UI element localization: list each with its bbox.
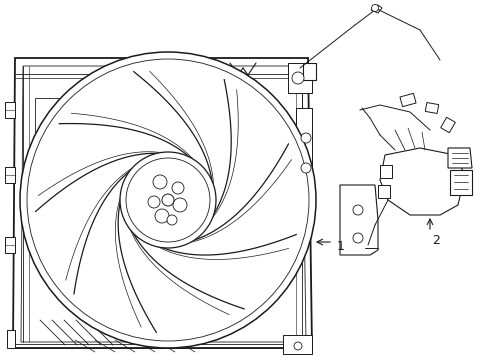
Polygon shape [288,63,312,93]
Polygon shape [7,330,15,348]
Polygon shape [5,102,15,118]
Circle shape [353,205,363,215]
Polygon shape [450,170,472,195]
Polygon shape [380,165,392,178]
Circle shape [371,4,378,12]
Polygon shape [425,103,439,113]
Circle shape [294,342,302,350]
Polygon shape [13,58,312,348]
Text: 2: 2 [432,234,440,247]
Polygon shape [380,148,465,215]
Polygon shape [441,117,455,133]
Circle shape [120,152,216,248]
Circle shape [301,163,311,173]
Text: 1: 1 [337,239,345,252]
Polygon shape [125,58,145,70]
Polygon shape [175,58,215,68]
Circle shape [148,196,160,208]
Circle shape [173,198,187,212]
Circle shape [292,72,304,84]
Circle shape [20,52,316,348]
Polygon shape [371,5,382,13]
Polygon shape [340,185,378,255]
Polygon shape [5,237,15,253]
Polygon shape [283,335,312,354]
Circle shape [353,233,363,243]
Circle shape [172,182,184,194]
Polygon shape [400,93,416,107]
Polygon shape [5,167,15,183]
Polygon shape [296,108,312,198]
Circle shape [126,158,210,242]
Circle shape [162,194,174,206]
Circle shape [167,215,177,225]
Polygon shape [448,148,472,168]
Circle shape [155,209,169,223]
Circle shape [153,175,167,189]
Polygon shape [303,63,316,80]
Circle shape [301,133,311,143]
Polygon shape [378,185,390,198]
